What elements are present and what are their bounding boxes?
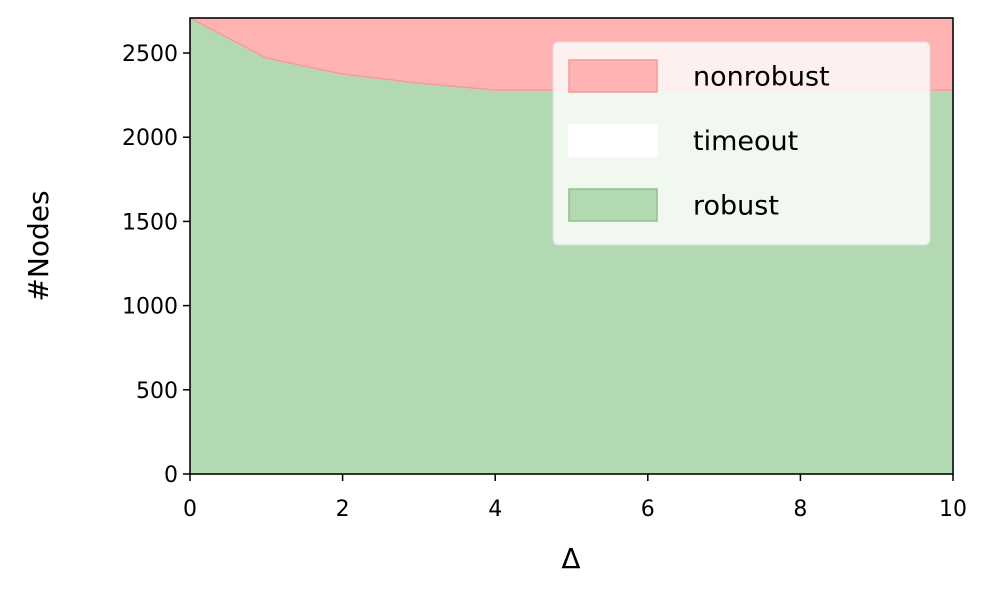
legend-swatch bbox=[568, 188, 658, 222]
x-tick-label: 2 bbox=[336, 497, 350, 522]
legend: nonrobust timeout robust bbox=[552, 41, 931, 246]
y-axis-label: #Nodes bbox=[22, 190, 55, 301]
y-tick-label: 2000 bbox=[122, 126, 178, 151]
legend-label: robust bbox=[693, 191, 779, 222]
x-tick-label: 10 bbox=[939, 497, 967, 522]
y-tick-label: 0 bbox=[164, 463, 178, 488]
x-tick-label: 6 bbox=[641, 497, 655, 522]
legend-swatch bbox=[568, 123, 658, 158]
x-tick-label: 4 bbox=[488, 497, 502, 522]
x-axis-label: Δ bbox=[561, 542, 580, 575]
y-tick-label: 500 bbox=[136, 379, 178, 404]
x-tick-label: 8 bbox=[793, 497, 807, 522]
legend-swatch bbox=[568, 59, 658, 93]
plot-frame bbox=[189, 17, 954, 475]
y-tick-label: 1000 bbox=[122, 295, 178, 320]
legend-label: timeout bbox=[693, 126, 798, 157]
y-tick-label: 2500 bbox=[122, 42, 178, 67]
legend-label: nonrobust bbox=[693, 62, 830, 93]
y-tick-label: 1500 bbox=[122, 210, 178, 235]
x-tick-label: 0 bbox=[183, 497, 197, 522]
